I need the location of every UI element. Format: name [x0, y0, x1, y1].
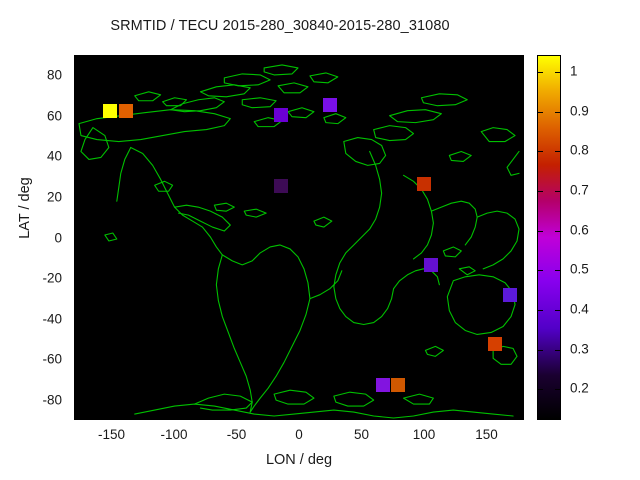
data-point-antarctica-purple [375, 377, 390, 392]
data-point-pacific-purple [503, 288, 517, 303]
colorbar-gradient [538, 56, 560, 419]
y-axis-label: LAT / deg [17, 177, 33, 239]
colorbar-tick-label: 0.7 [570, 182, 589, 198]
world-coastline-map [78, 64, 520, 419]
colorbar-tick-mark [538, 71, 543, 73]
x-tick-label: -50 [226, 427, 247, 442]
x-tick-label: 150 [475, 427, 498, 442]
y-tick-label: -80 [42, 392, 62, 408]
x-tick-label: -100 [160, 427, 188, 442]
colorbar [537, 55, 561, 420]
colorbar-tick-label: 0.6 [570, 222, 589, 238]
colorbar-tick-mark [555, 349, 560, 351]
colorbar-tick-label: 0.4 [570, 301, 589, 317]
colorbar-tick-mark [555, 111, 560, 113]
y-tick-label: -60 [42, 351, 62, 367]
colorbar-tick-mark [555, 190, 560, 192]
data-point-antarctica-orange [390, 377, 405, 392]
y-tick-label: 20 [46, 189, 62, 205]
colorbar-tick-label: 0.8 [570, 142, 589, 158]
y-tick-label: 40 [46, 148, 62, 164]
x-tick-label: 100 [412, 427, 436, 442]
y-tick-label: 80 [46, 67, 62, 83]
colorbar-tick-mark [538, 389, 543, 391]
y-tick-label: 0 [54, 230, 62, 245]
x-tick-label: -150 [97, 427, 126, 442]
colorbar-tick-mark [538, 151, 543, 153]
colorbar-tick-label: 0.5 [570, 261, 589, 277]
colorbar-tick-mark [555, 230, 560, 232]
plot-area [74, 55, 524, 420]
colorbar-tick-mark [555, 71, 560, 73]
colorbar-tick-mark [555, 151, 560, 153]
colorbar-tick-mark [538, 349, 543, 351]
x-tick-label: 50 [353, 427, 370, 442]
colorbar-tick-mark [538, 270, 543, 272]
data-point-alaska-orange [119, 103, 134, 118]
data-point-north-sea-purple [274, 107, 289, 122]
data-point-alaska-yellow [103, 103, 117, 118]
colorbar-tick-mark [555, 389, 560, 391]
y-tick-label: -20 [42, 270, 62, 286]
data-point-asia-orange [416, 176, 431, 191]
chart-title: SRMTID / TECU 2015-280_30840-2015-280_31… [110, 18, 450, 34]
data-point-scandinavia-purple [323, 97, 337, 112]
y-tick-label: 60 [46, 108, 62, 124]
x-tick-label: 0 [295, 427, 303, 442]
colorbar-tick-mark [555, 270, 560, 272]
colorbar-tick-label: 1 [570, 63, 578, 79]
x-axis-label: LON / deg [265, 452, 333, 468]
data-point-atlantic-dark-purple [274, 178, 289, 193]
colorbar-tick-mark [555, 309, 560, 311]
colorbar-tick-mark [538, 230, 543, 232]
y-tick-label: -40 [42, 311, 62, 327]
colorbar-tick-label: 0.9 [570, 103, 589, 119]
data-point-indian-ocean-purple [424, 257, 439, 272]
colorbar-tick-label: 0.2 [570, 380, 589, 396]
colorbar-tick-mark [538, 190, 543, 192]
colorbar-tick-mark [538, 309, 543, 311]
data-point-southern-ocean-orange [488, 336, 502, 351]
colorbar-tick-label: 0.3 [570, 341, 589, 357]
colorbar-tick-mark [538, 111, 543, 113]
